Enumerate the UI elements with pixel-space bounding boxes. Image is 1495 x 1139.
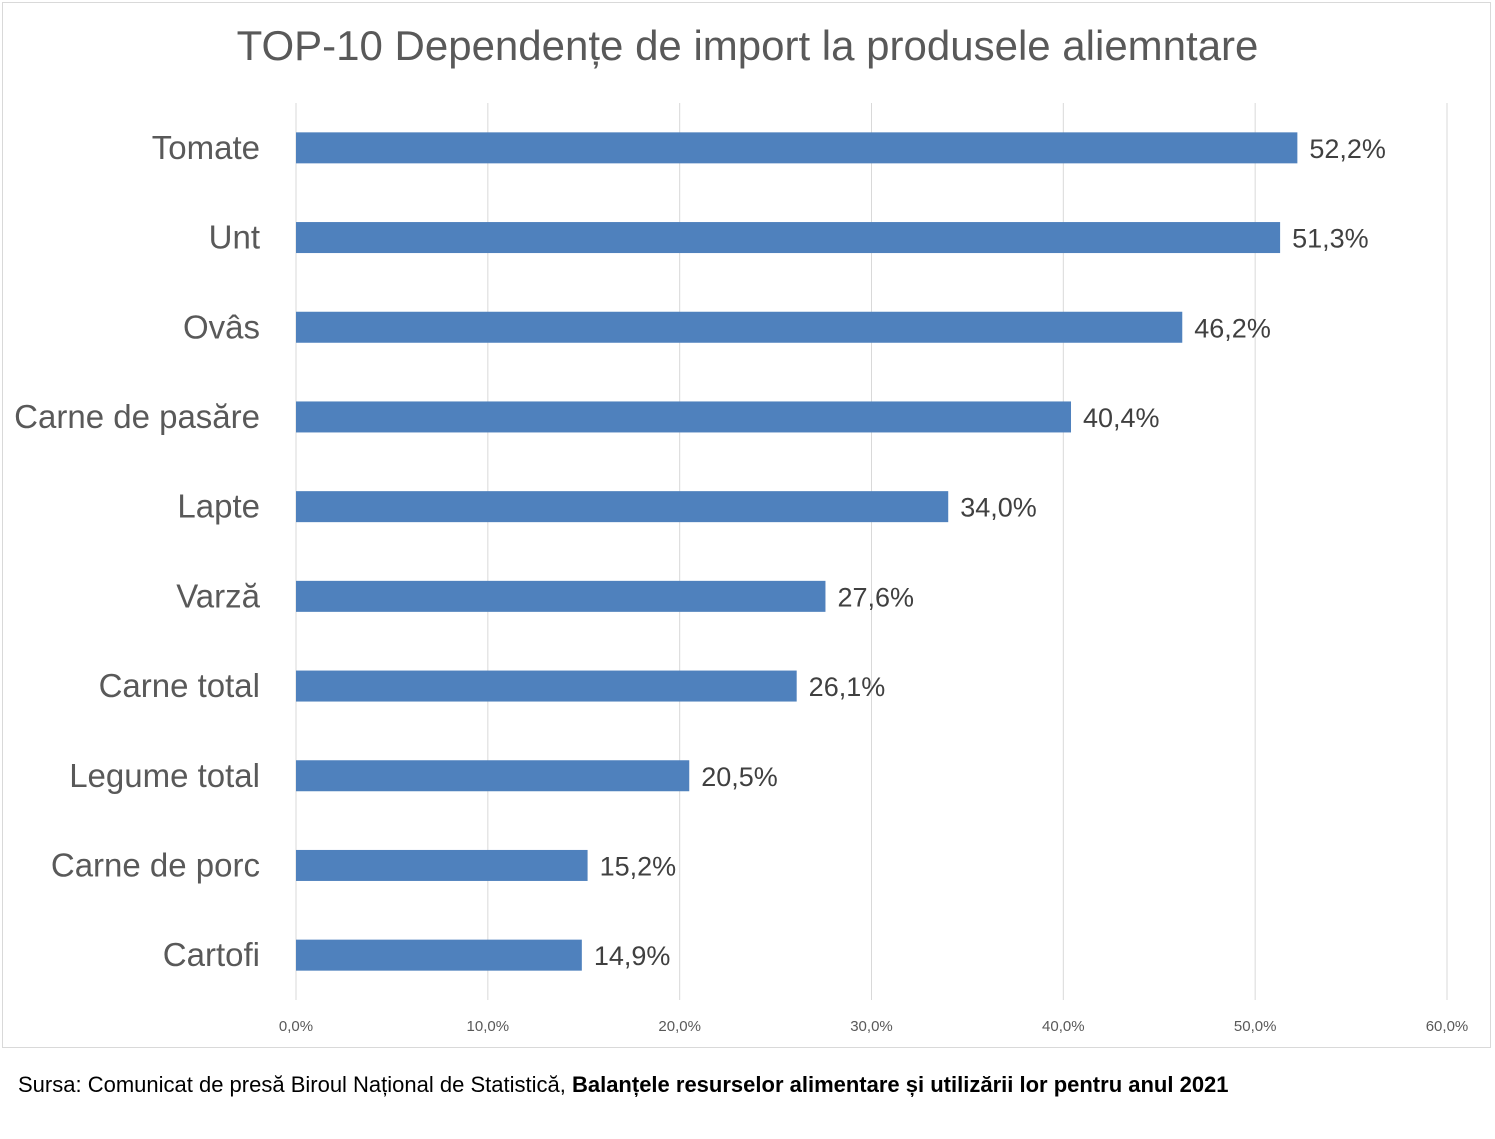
bar-chart: 0,0% 10,0% 20,0% 30,0% 40,0% 50,0% 60,0% Tomate… xyxy=(14,103,1469,1035)
x-tick-label: 0,0% xyxy=(279,1018,313,1035)
x-tick-label: 20,0% xyxy=(658,1018,701,1035)
chart-frame xyxy=(2,2,1491,1048)
category-label: Tomate xyxy=(152,129,260,166)
bar xyxy=(296,580,826,612)
source-note: Sursa: Comunicat de presă Biroul Naționa… xyxy=(18,1072,1229,1098)
bar xyxy=(296,849,588,881)
data-label: 14,9% xyxy=(594,941,671,971)
category-label: Varză xyxy=(176,577,260,614)
x-tick-label: 60,0% xyxy=(1426,1018,1469,1035)
category-label: Carne total xyxy=(99,667,260,704)
bar xyxy=(296,132,1298,164)
bar xyxy=(296,939,582,971)
x-tick-label: 30,0% xyxy=(850,1018,893,1035)
x-tick-label: 40,0% xyxy=(1042,1018,1085,1035)
source-prefix: Sursa: Comunicat de presă Biroul Naționa… xyxy=(18,1072,572,1097)
bar xyxy=(296,222,1281,254)
data-label: 46,2% xyxy=(1194,313,1271,343)
x-tick-label: 50,0% xyxy=(1234,1018,1277,1035)
bar xyxy=(296,491,949,523)
data-label: 40,4% xyxy=(1083,403,1160,433)
data-label: 15,2% xyxy=(600,851,677,881)
x-tick-label: 10,0% xyxy=(467,1018,510,1035)
category-label: Ovâs xyxy=(183,308,260,345)
data-label: 27,6% xyxy=(837,582,914,612)
category-label: Cartofi xyxy=(163,936,260,973)
bar xyxy=(296,401,1072,433)
category-label: Legume total xyxy=(69,757,260,794)
bar xyxy=(296,670,797,702)
data-label: 51,3% xyxy=(1292,224,1369,254)
source-title: Balanțele resurselor alimentare și utili… xyxy=(571,1072,1229,1097)
bar xyxy=(296,760,690,792)
category-label: Carne de pasăre xyxy=(14,398,260,435)
chart-title: TOP-10 Dependențe de import la produsele… xyxy=(236,22,1259,69)
category-label: Lapte xyxy=(177,488,260,525)
data-label: 26,1% xyxy=(809,672,886,702)
data-label: 52,2% xyxy=(1309,134,1386,164)
bar xyxy=(296,311,1183,343)
data-label: 34,0% xyxy=(960,493,1037,523)
data-label: 20,5% xyxy=(701,762,778,792)
category-label: Carne de porc xyxy=(51,846,260,883)
category-label: Unt xyxy=(209,219,260,256)
